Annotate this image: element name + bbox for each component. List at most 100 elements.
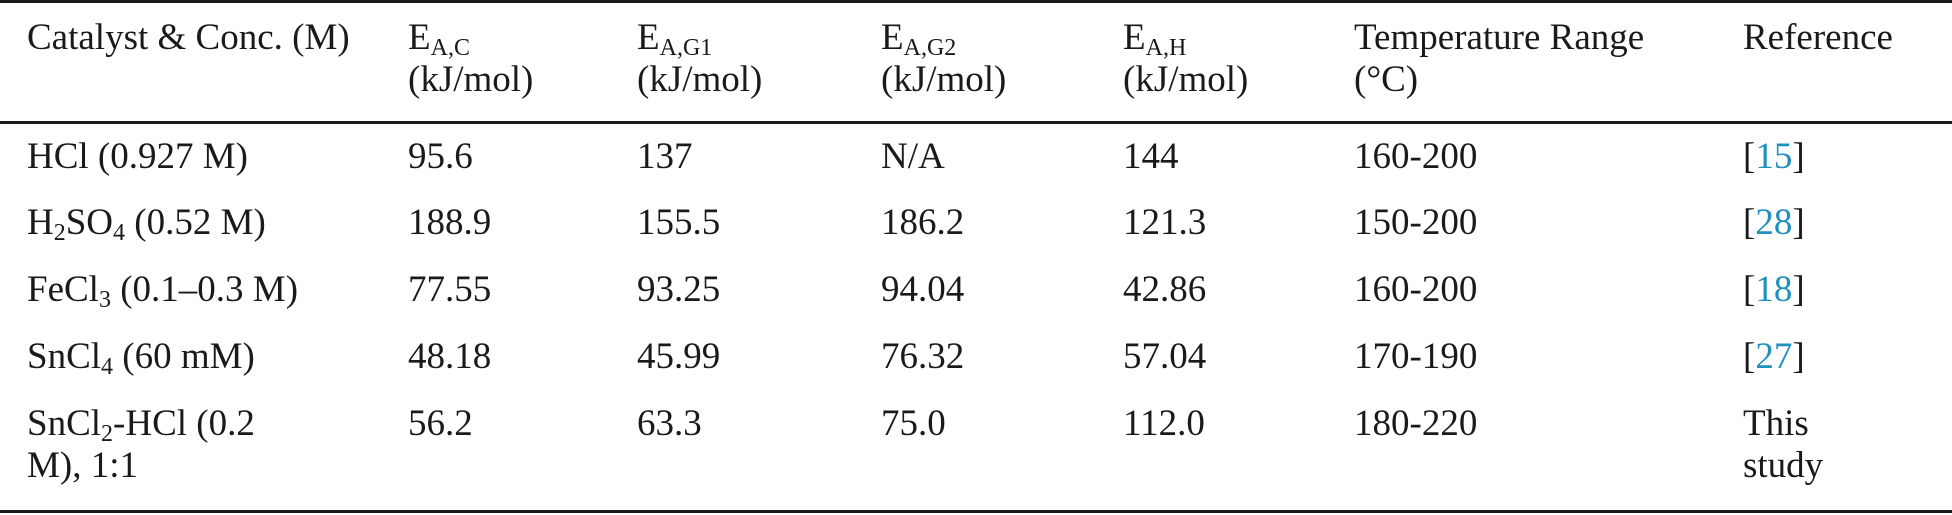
text: Catalyst & Conc. (M)	[27, 17, 350, 58]
text: E	[637, 17, 660, 58]
text: 180-220	[1354, 402, 1478, 444]
text: (kJ/mol)	[408, 59, 534, 100]
table-cell: 180-220	[1354, 391, 1743, 512]
text: [	[1743, 268, 1756, 310]
text: (kJ/mol)	[1123, 59, 1249, 100]
header-cell: Catalyst & Conc. (M)	[0, 2, 408, 123]
text: (0.1–0.3 M)	[110, 268, 299, 310]
cell-content: 63.3	[637, 403, 702, 445]
text: 144	[1123, 136, 1179, 177]
text: SnCl	[27, 402, 102, 444]
table-cell: 95.6	[408, 123, 637, 190]
table-cell: SnCl4 (60 mM)	[0, 324, 408, 391]
table-cell: 57.04	[1123, 324, 1354, 391]
table-cell: HCl (0.927 M)	[0, 123, 408, 190]
cell-content: 42.86	[1123, 269, 1206, 311]
table-cell: 144	[1123, 123, 1354, 190]
cell-content: EA,G1 (kJ/mol)	[637, 17, 832, 101]
reference-link[interactable]: 18	[1755, 268, 1793, 310]
table-cell: 150-200	[1354, 190, 1743, 257]
cell-content: SnCl2-HCl (0.2 M), 1:1	[27, 403, 277, 487]
cell-content: FeCl3 (0.1–0.3 M)	[27, 268, 299, 313]
text: H	[27, 201, 54, 243]
text: (60 mM)	[113, 335, 255, 377]
cell-content: EA,C (kJ/mol)	[408, 17, 603, 101]
cell-content: 112.0	[1123, 403, 1205, 445]
table-cell: 77.55	[408, 257, 637, 324]
table-cell: 75.0	[881, 391, 1123, 512]
cell-content: 188.9	[408, 202, 491, 244]
subscript: A,G2	[903, 35, 957, 61]
table-cell: 160-200	[1354, 257, 1743, 324]
subscript: 2	[53, 219, 66, 246]
cell-content: [18]	[1743, 269, 1805, 311]
cell-content: Reference	[1743, 17, 1893, 59]
header-cell: EA,C (kJ/mol)	[408, 2, 637, 123]
reference-link[interactable]: 27	[1755, 335, 1793, 377]
table-cell: 112.0	[1123, 391, 1354, 512]
text: [	[1743, 335, 1756, 377]
table-cell: 42.86	[1123, 257, 1354, 324]
cell-content: 94.04	[881, 269, 964, 311]
cell-content: 93.25	[637, 269, 720, 311]
text: 150-200	[1354, 201, 1478, 243]
header-cell: EA,G1 (kJ/mol)	[637, 2, 881, 123]
text: 94.04	[881, 268, 965, 310]
cell-content: Catalyst & Conc. (M)	[27, 17, 350, 59]
text: (kJ/mol)	[881, 59, 1007, 100]
text: 137	[637, 136, 693, 177]
text: 160-200	[1354, 268, 1478, 310]
text: 63.3	[637, 402, 702, 444]
cell-content: SnCl4 (60 mM)	[27, 335, 255, 379]
table-header: Catalyst & Conc. (M) EA,C (kJ/mol) EA,G1 (…	[0, 2, 1952, 123]
cell-content: 155.5	[637, 202, 720, 244]
text: 93.25	[637, 268, 721, 310]
table-body: HCl (0.927 M) 95.6 137 N/A 144 160-200 [15] H2S…	[0, 123, 1952, 512]
text: 155.5	[637, 201, 721, 243]
table-cell: This study	[1743, 391, 1952, 512]
subscript: A,G1	[659, 35, 713, 61]
text: 57.04	[1123, 335, 1207, 377]
table-cell: 63.3	[637, 391, 881, 512]
text: 186.2	[881, 201, 965, 243]
subscript: A,H	[1145, 35, 1187, 61]
subscript: 4	[113, 219, 126, 246]
table-cell: 188.9	[408, 190, 637, 257]
table-cell: 155.5	[637, 190, 881, 257]
text: HCl (0.927 M)	[27, 136, 248, 177]
subscript: 3	[98, 286, 111, 313]
text: [	[1743, 136, 1756, 177]
text: [	[1743, 201, 1756, 243]
text: 45.99	[637, 335, 721, 377]
cell-content: 180-220	[1354, 403, 1477, 445]
text: E	[1123, 17, 1146, 58]
reference-link[interactable]: 15	[1755, 136, 1793, 177]
text: E	[881, 17, 904, 58]
cell-content: [27]	[1743, 336, 1805, 378]
text: ]	[1792, 335, 1805, 377]
text: 48.18	[408, 335, 492, 377]
cell-content: 56.2	[408, 403, 473, 445]
cell-content: 95.6	[408, 136, 473, 178]
header-cell: Reference	[1743, 2, 1952, 123]
text: 76.32	[881, 335, 965, 377]
text: E	[408, 17, 431, 58]
cell-content: 45.99	[637, 336, 720, 378]
text: N/A	[881, 136, 945, 177]
text: Temperature Range (°C)	[1354, 17, 1645, 100]
text: FeCl	[27, 268, 99, 310]
header-cell: EA,H (kJ/mol)	[1123, 2, 1354, 123]
cell-content: H2SO4 (0.52 M)	[27, 201, 266, 246]
text: 75.0	[881, 402, 946, 444]
table-cell: 76.32	[881, 324, 1123, 391]
text: ]	[1792, 136, 1805, 177]
table-cell: [27]	[1743, 324, 1952, 391]
cell-content: [28]	[1743, 202, 1805, 244]
table-row: SnCl2-HCl (0.2 M), 1:1 56.2 63.3 75.0 112.0 1…	[0, 391, 1952, 512]
text: 170-190	[1354, 335, 1478, 377]
reference-link[interactable]: 28	[1755, 201, 1793, 243]
table-row: HCl (0.927 M) 95.6 137 N/A 144 160-200 [15]	[0, 123, 1952, 190]
table-row: H2SO4 (0.52 M) 188.9 155.5 186.2 121.3 150-20…	[0, 190, 1952, 257]
